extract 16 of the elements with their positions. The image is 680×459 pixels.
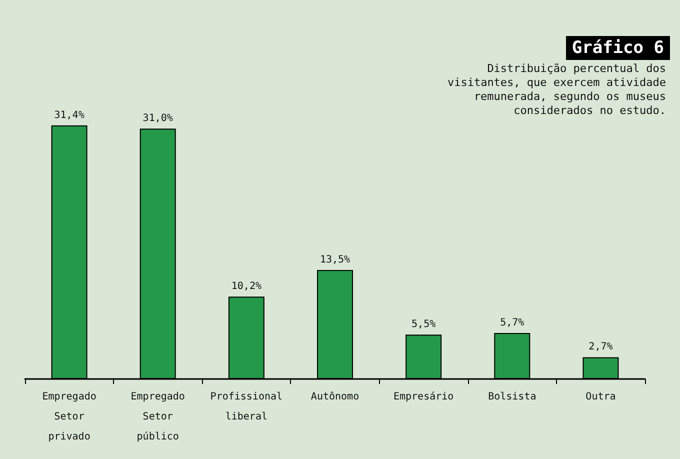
data-label: 5,7% bbox=[500, 317, 524, 328]
data-label: 2,7% bbox=[588, 342, 613, 353]
chart-title: Gráfico 6 bbox=[566, 36, 670, 60]
chart-subtitle: Distribuição percentual dos visitantes, que exercem atividade remunerada, segundo os museus considerados no estudo. bbox=[447, 62, 666, 118]
x-tick-label: Empregado Setor privado bbox=[42, 392, 96, 442]
x-tick-label: Profissional liberal bbox=[210, 392, 283, 422]
data-label: 13,5% bbox=[320, 254, 350, 266]
x-tick-label: Bolsista bbox=[488, 392, 536, 402]
data-label: 31,4% bbox=[54, 110, 84, 121]
x-tick-label: Empregado Setor público bbox=[130, 392, 185, 442]
data-label: 31,0% bbox=[142, 113, 173, 124]
data-label: 10,2% bbox=[231, 281, 262, 292]
data-label: 5,5% bbox=[412, 319, 436, 330]
x-tick-label: Autônomo bbox=[310, 392, 360, 402]
x-tick-label: Empresário bbox=[393, 392, 454, 402]
x-tick-label: Outra bbox=[586, 392, 616, 402]
